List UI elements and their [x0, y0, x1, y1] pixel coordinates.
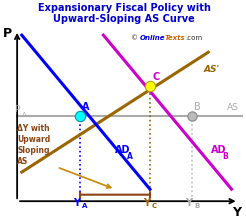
Text: B: B: [194, 203, 199, 209]
Text: A: A: [82, 102, 90, 113]
Text: A: A: [82, 203, 87, 209]
Text: Y: Y: [143, 198, 150, 208]
Point: [190, 114, 194, 117]
Point: [148, 85, 152, 88]
Text: Texts: Texts: [165, 35, 186, 41]
Text: Y: Y: [73, 198, 80, 208]
Title: Expansionary Fiscal Policy with
Upward-Sloping AS Curve: Expansionary Fiscal Policy with Upward-S…: [38, 3, 211, 24]
Text: AD: AD: [211, 145, 226, 155]
Text: C: C: [152, 72, 160, 83]
Text: P: P: [14, 105, 19, 114]
Text: B: B: [194, 102, 201, 113]
Text: AS: AS: [227, 103, 239, 112]
Text: A: A: [127, 152, 133, 161]
Text: Y: Y: [232, 206, 241, 219]
Text: .com: .com: [185, 35, 202, 41]
Text: AS': AS': [204, 65, 220, 74]
Text: AD: AD: [115, 145, 131, 155]
Text: Y: Y: [185, 198, 192, 208]
Text: Online: Online: [139, 35, 165, 41]
Text: A: A: [22, 112, 27, 118]
Text: P: P: [3, 27, 12, 40]
Text: B: B: [223, 152, 229, 161]
Text: ΔY with
Upward
Sloping
AS: ΔY with Upward Sloping AS: [17, 123, 50, 166]
Text: ©: ©: [131, 35, 141, 41]
Text: C: C: [152, 203, 157, 209]
Point: [78, 114, 82, 117]
